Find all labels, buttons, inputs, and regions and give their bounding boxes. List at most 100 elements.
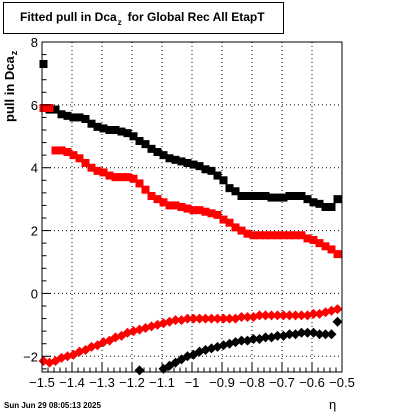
data-point — [213, 171, 222, 180]
data-point — [296, 327, 307, 338]
data-point — [333, 195, 342, 204]
data-point — [248, 334, 259, 344]
data-point — [266, 310, 277, 321]
data-point — [291, 231, 300, 240]
data-point — [303, 234, 312, 243]
data-point — [201, 165, 210, 174]
data-point — [105, 171, 114, 180]
chart-title: Fitted pull in Dcaz for Global Rec All Et… — [20, 10, 265, 27]
data-point — [273, 231, 282, 240]
data-point — [105, 126, 114, 134]
data-point — [272, 330, 283, 341]
data-point — [314, 329, 325, 340]
y-tick-label: 2 — [31, 224, 38, 239]
data-point — [237, 192, 246, 200]
x-tick-label: −1.4 — [59, 375, 85, 390]
data-point — [225, 184, 234, 193]
data-point — [111, 173, 120, 182]
data-point — [141, 140, 150, 149]
y-tick-label: 0 — [31, 286, 38, 301]
data-point — [237, 226, 246, 235]
data-point — [135, 179, 144, 188]
data-point — [321, 242, 330, 251]
data-point — [195, 162, 204, 171]
data-point — [117, 127, 126, 136]
data-point — [236, 312, 247, 322]
x-tick-label: −1 — [185, 375, 200, 390]
title-subscript: z — [117, 18, 122, 27]
data-point — [188, 313, 199, 324]
data-point — [255, 231, 264, 240]
data-point — [165, 201, 174, 210]
data-point — [81, 115, 90, 123]
data-point — [279, 193, 288, 202]
data-point — [135, 137, 144, 145]
data-point — [87, 119, 96, 128]
data-point — [315, 199, 324, 208]
data-point — [212, 313, 223, 324]
x-tick-label: −0.6 — [299, 375, 325, 390]
data-point — [278, 310, 289, 321]
data-point — [267, 231, 276, 240]
data-point — [279, 231, 288, 240]
data-point — [87, 163, 96, 172]
data-point — [218, 313, 229, 324]
data-point — [171, 155, 180, 164]
y-tick-label: 8 — [31, 35, 38, 50]
data-point — [177, 157, 186, 166]
y-tick-label: 6 — [31, 98, 38, 113]
data-point — [261, 231, 270, 240]
data-point — [308, 308, 319, 319]
data-point — [123, 129, 132, 138]
data-point — [117, 173, 126, 182]
data-point — [260, 310, 271, 321]
x-tick-label: −0.8 — [239, 375, 265, 390]
data-point — [81, 159, 90, 167]
timestamp: Sun Jun 29 08:05:13 2025 — [4, 401, 101, 410]
data-point — [302, 327, 313, 338]
data-point — [236, 335, 247, 346]
data-markers — [38, 60, 343, 376]
data-point — [165, 154, 174, 163]
title-box: Fitted pull in Dcaz for Global Rec All Et… — [3, 2, 284, 34]
data-point — [242, 312, 253, 322]
data-point — [111, 126, 120, 134]
data-point — [171, 201, 180, 210]
data-point — [254, 310, 265, 321]
data-point — [153, 148, 162, 156]
data-point — [297, 231, 306, 240]
data-point — [207, 166, 216, 175]
data-point — [201, 207, 210, 216]
data-point — [129, 132, 138, 141]
x-tick-label: −1.2 — [119, 375, 145, 390]
data-point — [260, 332, 271, 343]
x-tick-label: −0.9 — [209, 375, 235, 390]
data-point — [147, 144, 156, 153]
data-point — [297, 192, 306, 200]
x-axis-title: η — [329, 397, 337, 412]
data-point — [75, 113, 84, 122]
data-point — [249, 231, 258, 240]
data-point — [75, 154, 84, 163]
data-point — [290, 310, 301, 321]
data-point — [332, 304, 343, 315]
data-point — [327, 245, 336, 254]
data-point — [224, 313, 235, 324]
data-point — [284, 310, 295, 321]
data-point — [327, 203, 336, 211]
data-point — [69, 151, 78, 160]
data-point — [189, 160, 198, 169]
x-tick-label: −0.7 — [269, 375, 295, 390]
data-point — [134, 365, 145, 376]
data-point — [51, 105, 60, 114]
title-rest: for Global Rec All EtapT — [127, 10, 265, 24]
axes: −1.5 −1.4 −1.3 −1.2 −1.1 −1 −0.9 −0.8 −0.7 −0.6 −0… — [23, 35, 355, 390]
data-point — [159, 198, 168, 207]
data-point — [207, 209, 216, 218]
y-tick-label: 4 — [31, 161, 38, 176]
data-point — [206, 313, 217, 324]
data-point — [267, 193, 276, 202]
data-point — [309, 236, 318, 244]
data-point — [39, 60, 48, 68]
